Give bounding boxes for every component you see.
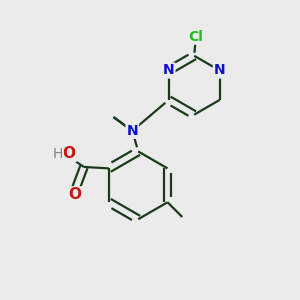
- Text: Cl: Cl: [188, 30, 203, 44]
- Text: N: N: [214, 64, 226, 77]
- Text: N: N: [163, 64, 175, 77]
- Text: H: H: [52, 147, 63, 161]
- Text: O: O: [68, 188, 82, 202]
- Text: O: O: [63, 146, 76, 161]
- Text: N: N: [127, 124, 138, 138]
